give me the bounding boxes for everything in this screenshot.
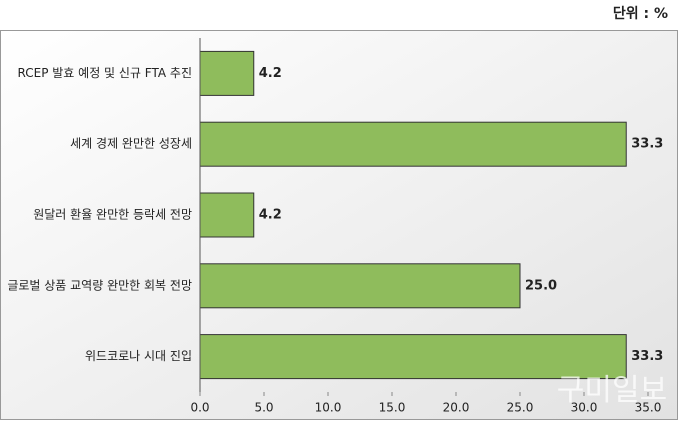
x-tick-label: 25.0 xyxy=(507,401,534,415)
bar xyxy=(199,50,255,96)
value-label: 33.3 xyxy=(631,137,663,152)
bar xyxy=(199,192,255,238)
x-tick-label: 5.0 xyxy=(254,401,273,415)
x-tick-label: 0.0 xyxy=(190,401,209,415)
x-tick-label: 30.0 xyxy=(571,401,598,415)
watermark: 구미일보 xyxy=(557,373,667,408)
category-label: 글로벌 상품 교역량 완만한 회복 전망 xyxy=(7,278,192,292)
category-label: 원달러 환율 완만한 등락세 전망 xyxy=(33,208,192,222)
x-tick-label: 20.0 xyxy=(443,401,470,415)
category-label: RCEP 발효 예정 및 신규 FTA 추진 xyxy=(18,66,192,80)
value-label: 33.3 xyxy=(631,349,663,364)
category-label: 세계 경제 완만한 성장세 xyxy=(70,137,192,151)
value-label: 25.0 xyxy=(525,278,557,293)
x-tick-label: 10.0 xyxy=(315,401,342,415)
value-label: 4.2 xyxy=(259,66,282,81)
x-tick-label: 35.0 xyxy=(635,401,662,415)
category-label: 위드코로나 시대 진입 xyxy=(85,349,192,363)
bar xyxy=(199,263,521,309)
x-tick-label: 15.0 xyxy=(379,401,406,415)
value-label: 4.2 xyxy=(259,208,282,223)
bar xyxy=(199,121,627,167)
unit-note: 단위 : % xyxy=(613,5,668,22)
bar xyxy=(199,334,627,380)
